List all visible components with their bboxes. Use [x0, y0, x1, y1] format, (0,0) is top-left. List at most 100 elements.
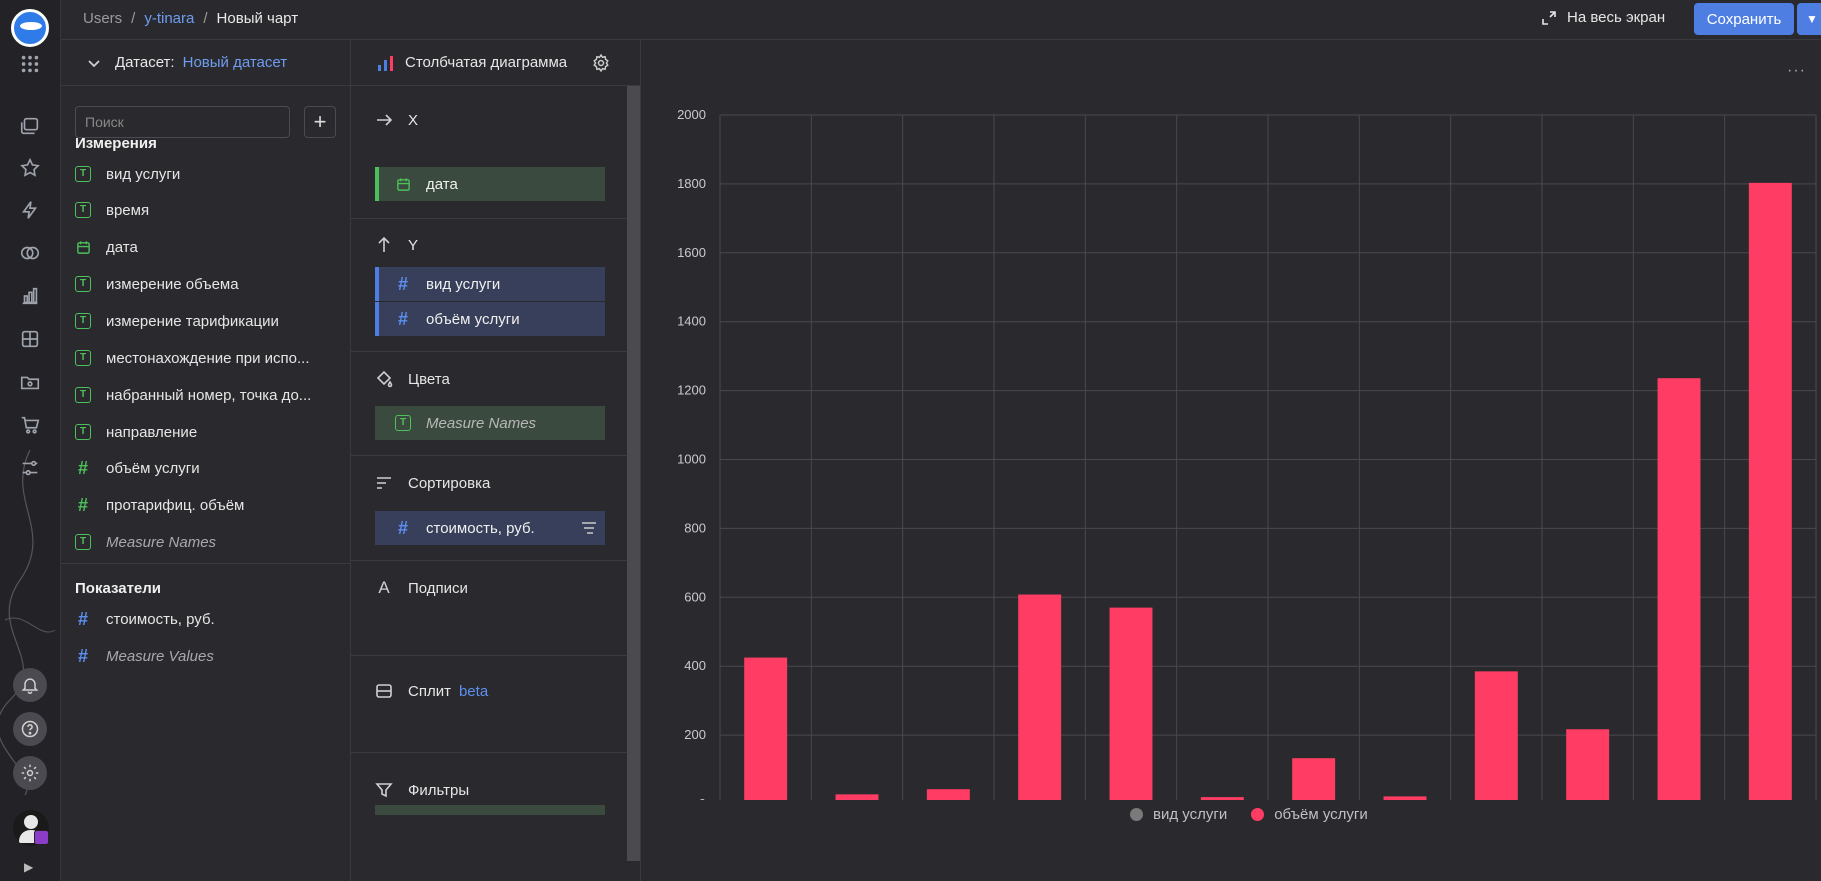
save-button[interactable]: Сохранить [1694, 3, 1794, 35]
bar[interactable] [1748, 182, 1792, 800]
bar[interactable] [835, 794, 879, 800]
text-type-icon: T [75, 387, 91, 403]
app-logo-icon[interactable] [11, 9, 49, 47]
sort-direction-icon[interactable] [581, 520, 597, 536]
top-bar: Users / y-tinara / Новый чарт На весь экран … [61, 0, 1821, 40]
config-scrollbar[interactable] [627, 86, 640, 861]
bar[interactable] [1383, 796, 1427, 800]
text-type-icon: T [75, 166, 91, 182]
x-axis-section: X [375, 108, 418, 132]
dimension-item[interactable]: дата [75, 233, 345, 261]
breadcrumb-root[interactable]: Users [83, 10, 123, 27]
dimension-item[interactable]: T Measure Names [75, 528, 345, 556]
bar[interactable] [1657, 378, 1701, 800]
chart-config-panel: Столбчатая диаграмма X дата Y # вид услуг… [351, 40, 641, 881]
legend-item[interactable]: объём услуги [1251, 806, 1368, 823]
measure-item[interactable]: # Measure Values [75, 642, 345, 670]
x-field-chip[interactable]: дата [375, 167, 605, 201]
dimension-item[interactable]: # протарифиц. объём [75, 491, 345, 519]
legend-marker [1251, 808, 1265, 821]
color-field-chip[interactable]: T Measure Names [375, 406, 605, 440]
marketplace-cart-icon[interactable] [18, 413, 42, 437]
legend-item[interactable]: вид услуги [1130, 806, 1227, 823]
favorites-star-icon[interactable] [18, 156, 42, 180]
bar[interactable] [1566, 729, 1610, 800]
calendar-icon [395, 176, 411, 192]
y-tick-label: 1200 [677, 383, 706, 398]
y-field-chip[interactable]: # вид услуги [375, 267, 605, 301]
y-tick-label: 400 [684, 658, 706, 673]
settings-sliders-icon[interactable] [18, 456, 42, 480]
chart-title[interactable]: Новый чарт [216, 10, 299, 27]
breadcrumb-folder[interactable]: y-tinara [144, 10, 195, 27]
user-avatar[interactable] [13, 810, 49, 846]
bar[interactable] [744, 657, 788, 800]
apps-grid-icon[interactable] [18, 52, 42, 76]
beta-badge: beta [458, 682, 489, 700]
charts-icon[interactable] [18, 284, 42, 308]
bar[interactable] [1292, 758, 1336, 800]
dataset-selector[interactable]: Датасет: Новый датасет [61, 40, 351, 86]
number-type-icon: # [77, 645, 88, 666]
y-tick-label: 800 [684, 520, 706, 535]
text-type-icon: T [75, 202, 91, 218]
settings-gear-icon[interactable] [13, 756, 47, 790]
number-type-icon: # [77, 457, 88, 478]
filter-dropzone[interactable] [375, 805, 605, 815]
add-field-button[interactable]: + [304, 106, 336, 138]
datasets-rings-icon[interactable] [18, 241, 42, 265]
arrow-right-icon [375, 111, 393, 129]
section-divider [351, 351, 627, 352]
folder-icon[interactable] [18, 370, 42, 394]
sort-field-chip[interactable]: # стоимость, руб. [375, 511, 605, 545]
y-tick-label: 0 [699, 796, 706, 800]
bar[interactable] [926, 789, 970, 800]
arrow-up-icon [375, 236, 393, 254]
connections-lightning-icon[interactable] [18, 198, 42, 222]
collections-icon[interactable] [18, 114, 42, 138]
chart-legend: вид услуги объём услуги [1130, 806, 1368, 823]
save-options-chevron-icon[interactable]: ▼ [1797, 3, 1821, 35]
chart-settings-gear-icon[interactable] [591, 53, 611, 73]
y-field-chip[interactable]: # объём услуги [375, 302, 605, 336]
notifications-bell-icon[interactable] [13, 668, 47, 702]
bar[interactable] [1474, 671, 1518, 800]
dashboards-icon[interactable] [18, 327, 42, 351]
dimension-item[interactable]: # объём услуги [75, 454, 345, 482]
bar[interactable] [1200, 797, 1244, 800]
section-divider [351, 655, 627, 656]
measure-item[interactable]: # стоимость, руб. [75, 605, 345, 633]
section-divider [61, 563, 351, 564]
text-type-icon: T [75, 313, 91, 329]
section-divider [351, 218, 627, 219]
dataset-panel: Датасет: Новый датасет + Измерения Tвид … [61, 40, 351, 881]
field-search-input[interactable] [75, 106, 290, 138]
avatar-badge [34, 830, 49, 845]
bar[interactable] [1018, 594, 1062, 800]
number-type-icon: # [77, 608, 88, 629]
bar[interactable] [1109, 607, 1153, 800]
fullscreen-button[interactable]: На весь экран [1541, 9, 1665, 26]
text-type-icon: T [75, 276, 91, 292]
y-tick-label: 1400 [677, 314, 706, 329]
chart-type-selector[interactable]: Столбчатая диаграмма [351, 40, 641, 86]
chart-canvas: 020040060080010001200140016001800200025.… [641, 40, 1821, 881]
number-type-icon: # [397, 273, 408, 294]
labels-section: A Подписи [375, 576, 468, 600]
help-icon[interactable] [13, 712, 47, 746]
expand-rail-icon[interactable]: ▶ [24, 860, 34, 874]
chart-menu-dots-icon[interactable]: ··· [1787, 62, 1806, 79]
y-tick-label: 1600 [677, 245, 706, 260]
filter-funnel-icon [375, 781, 393, 799]
number-type-icon: # [77, 494, 88, 515]
number-type-icon: # [397, 308, 408, 329]
dataset-name[interactable]: Новый датасет [182, 54, 288, 71]
